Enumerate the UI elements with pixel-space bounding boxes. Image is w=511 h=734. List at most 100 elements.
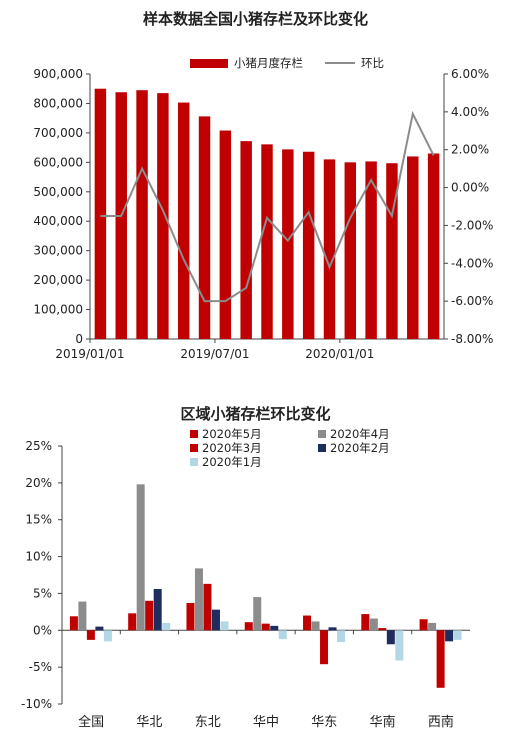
bar-华北-2020年1月 <box>162 622 171 631</box>
bar-东北-2020年4月 <box>194 568 203 631</box>
bar-2019/10 <box>282 149 294 339</box>
bar-西南-2020年5月 <box>419 619 428 631</box>
bar-华中-2020年2月 <box>270 625 279 631</box>
left-tick-label: 0 <box>75 332 83 346</box>
bar-华中-2020年3月 <box>261 623 270 631</box>
bar-华北-2020年3月 <box>145 600 154 631</box>
bar-2020/05 <box>427 153 440 339</box>
legend-label: 2020年2月 <box>330 441 390 455</box>
legend-swatch <box>190 444 198 452</box>
x-category-label: 华东 <box>311 715 337 730</box>
bar-华东-2020年1月 <box>337 630 346 643</box>
left-tick-label: 100,000 <box>33 303 83 317</box>
left-tick-label: 700,000 <box>33 126 83 140</box>
x-category-label: 华北 <box>136 715 162 730</box>
right-tick-label: -2.00% <box>451 218 493 232</box>
right-tick-label: 2.00% <box>451 143 489 157</box>
bar-东北-2020年2月 <box>211 609 220 631</box>
legend-swatch <box>318 444 326 452</box>
x-category-label: 东北 <box>195 715 221 730</box>
legend-label: 2020年3月 <box>202 441 262 455</box>
y-tick-label: -10% <box>21 697 52 711</box>
bar-全国-2020年2月 <box>95 626 104 631</box>
left-tick-label: 800,000 <box>33 96 83 110</box>
bar-西南-2020年1月 <box>453 630 462 640</box>
bar-西南-2020年4月 <box>428 622 437 631</box>
left-tick-label: 200,000 <box>33 273 83 287</box>
bar-华南-2020年1月 <box>395 630 404 661</box>
bar-华中-2020年5月 <box>244 622 253 631</box>
legend-item-2020-03: 2020年3月 <box>190 440 262 456</box>
bar-西南-2020年2月 <box>445 630 454 642</box>
bar-华东-2020年5月 <box>303 615 312 631</box>
right-tick-label: 4.00% <box>451 105 489 119</box>
legend-swatch <box>190 458 198 466</box>
legend-bar-swatch <box>190 58 228 68</box>
y-tick-label: 5% <box>33 586 52 600</box>
y-tick-label: 15% <box>25 513 52 527</box>
right-tick-label: 0.00% <box>451 181 489 195</box>
x-category-label: 西南 <box>428 714 454 730</box>
legend-bar-label: 小猪月度存栏 <box>234 56 303 70</box>
legend-item-2020-05: 2020年5月 <box>190 426 262 442</box>
bar-西南-2020年3月 <box>436 630 445 688</box>
legend-swatch <box>190 430 198 438</box>
chart1-plot: 900,000 800,000 700,000 600,000 500,000 400,0… <box>33 67 493 361</box>
legend-item-2020-04: 2020年4月 <box>318 426 390 442</box>
right-tick-label: -8.00% <box>451 332 493 346</box>
bar-2020/01 <box>344 162 357 339</box>
bar-东北-2020年5月 <box>186 603 195 631</box>
bar-2020/03 <box>386 163 398 339</box>
y-tick-label: 0% <box>33 623 52 637</box>
bar-2019/11 <box>302 151 315 339</box>
bar-华东-2020年3月 <box>320 630 329 665</box>
x-tick-label: 2019/01/01 <box>55 347 124 361</box>
legend-label: 2020年1月 <box>202 455 262 469</box>
x-category-label: 华南 <box>370 714 396 730</box>
legend-label: 2020年5月 <box>202 427 262 441</box>
bar-全国-2020年5月 <box>69 616 78 631</box>
bar-2019/08 <box>240 141 252 339</box>
y-tick-label: 25% <box>25 439 52 453</box>
x-category-label: 华中 <box>253 715 279 730</box>
right-tick-label: -4.00% <box>451 256 493 270</box>
bar-华中-2020年1月 <box>278 630 287 640</box>
bar-全国-2020年4月 <box>78 601 87 631</box>
bar-华南-2020年4月 <box>369 618 378 631</box>
y-tick-label: 20% <box>25 476 52 490</box>
bar-2019/12 <box>323 159 336 339</box>
x-tick-label: 2019/07/01 <box>180 347 249 361</box>
bar-华东-2020年2月 <box>328 627 337 631</box>
x-category-label: 全国 <box>78 714 104 730</box>
bar-2020/02 <box>365 161 377 339</box>
bar-2019/03 <box>136 90 148 339</box>
chart1-title: 样本数据全国小猪存栏及环比变化 <box>142 10 368 28</box>
bar-华东-2020年4月 <box>311 621 320 631</box>
bar-华南-2020年2月 <box>386 630 395 645</box>
bar-华北-2020年5月 <box>128 613 137 631</box>
chart2-title: 区域小猪存栏环比变化 <box>180 405 331 423</box>
left-tick-label: 500,000 <box>33 185 83 199</box>
line-series-mom <box>100 110 435 303</box>
bar-2020/04 <box>407 156 419 339</box>
left-tick-label: 600,000 <box>33 155 83 169</box>
bar-2019/01 <box>94 88 107 339</box>
legend-swatch <box>318 430 326 438</box>
right-tick-label: 6.00% <box>451 67 489 81</box>
x-tick-label: 2020/01/01 <box>305 347 374 361</box>
bar-2019/09 <box>261 144 273 339</box>
legend-line-swatch <box>325 62 355 64</box>
bar-2019/07 <box>219 130 232 339</box>
bar-华北-2020年2月 <box>153 589 162 631</box>
bar-2019/05 <box>177 102 190 339</box>
chart1-legend: 小猪月度存栏 环比 <box>190 55 384 71</box>
y-tick-label: -5% <box>29 660 52 674</box>
bar-华北-2020年4月 <box>136 484 145 631</box>
bar-东北-2020年3月 <box>203 583 212 631</box>
bar-全国-2020年3月 <box>86 630 95 640</box>
left-tick-label: 900,000 <box>33 67 83 81</box>
left-tick-label: 300,000 <box>33 244 83 258</box>
bar-2019/06 <box>198 116 211 340</box>
bar-东北-2020年1月 <box>220 621 229 631</box>
bar-2019/04 <box>157 93 169 339</box>
